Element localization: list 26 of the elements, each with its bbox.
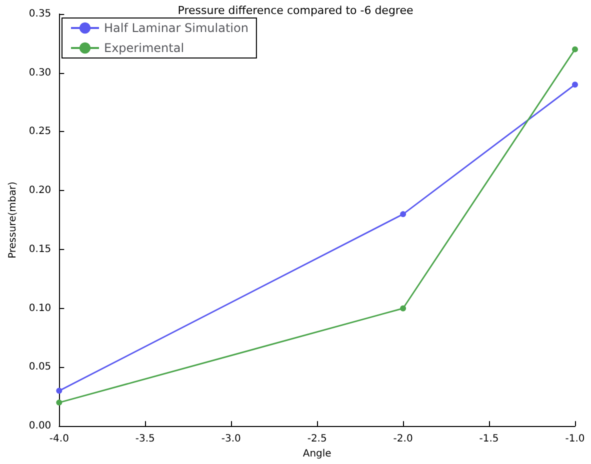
point <box>572 82 578 88</box>
chart-title: Pressure difference compared to -6 degree <box>178 4 414 17</box>
x-axis-title: Angle <box>302 448 332 460</box>
point <box>56 388 62 394</box>
y-tick-label: 0.10 <box>28 302 52 314</box>
x-tick-label: -1.5 <box>479 434 499 445</box>
legend-label: Half Laminar Simulation <box>104 21 248 35</box>
y-tick-label: 0.20 <box>28 185 52 196</box>
y-tick-label: 0.15 <box>28 244 52 255</box>
point <box>572 46 578 52</box>
y-tick-label: 0.05 <box>28 362 52 373</box>
y-tick-label: 0.25 <box>28 126 52 138</box>
point <box>400 211 406 218</box>
x-tick-label: -3.0 <box>221 434 241 445</box>
x-tick-label: -1.0 <box>565 434 585 445</box>
y-axis-title: Pressure(mbar) <box>8 182 18 258</box>
x-tick-label: -2.5 <box>307 434 327 445</box>
y-tick-label: 0.35 <box>28 8 52 20</box>
legend-label: Experimental <box>104 41 184 55</box>
x-tick-label: -4.0 <box>49 434 69 445</box>
point <box>56 400 62 406</box>
x-tick-label: -2.0 <box>393 434 413 445</box>
y-tick-label: 0.30 <box>28 67 52 78</box>
x-tick-label: -3.5 <box>135 434 155 445</box>
point <box>400 305 406 312</box>
y-tick-label: 0.00 <box>28 420 52 432</box>
